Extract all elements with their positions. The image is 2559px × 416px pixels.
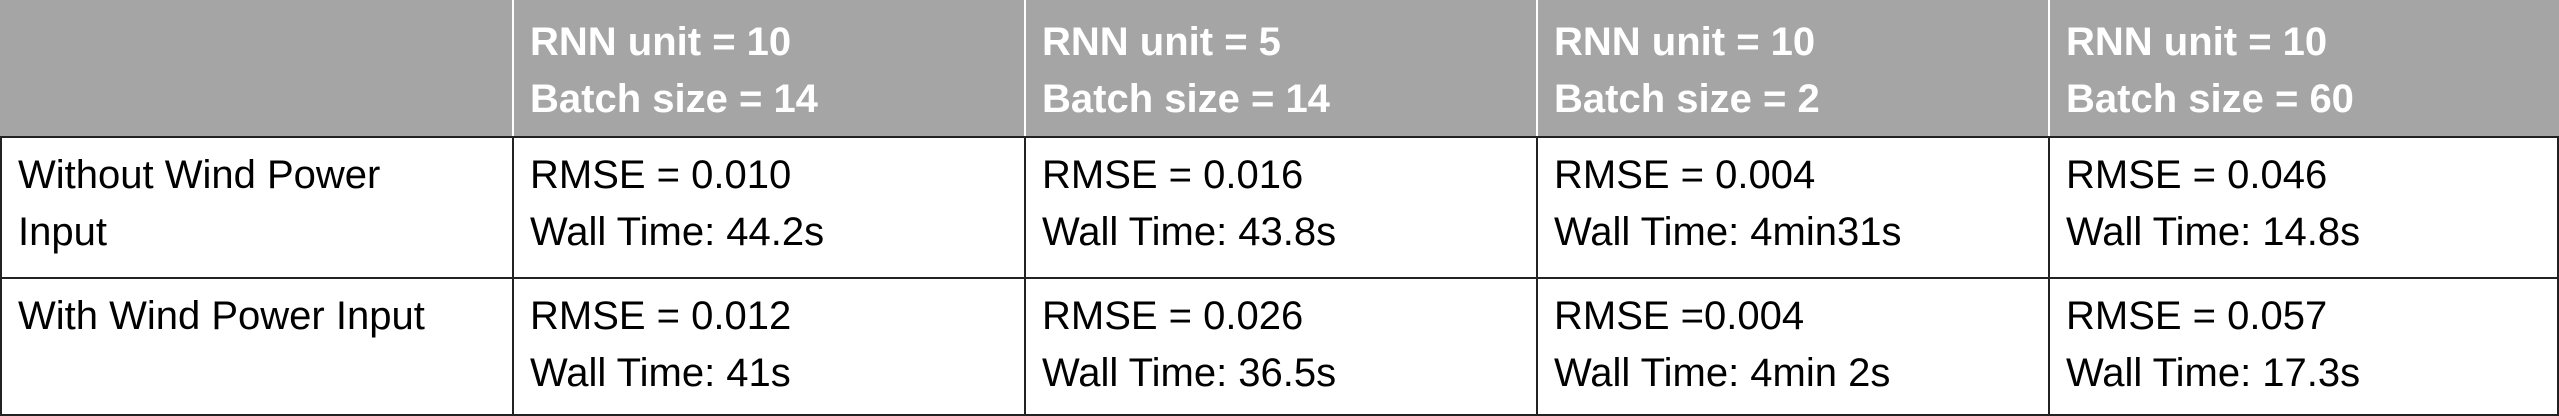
row-label-cell: With Wind Power Input bbox=[0, 277, 514, 416]
row-label-line: Input bbox=[18, 210, 107, 254]
column-header-rnn-unit: RNN unit = 5 bbox=[1042, 20, 1281, 64]
result-cell: RMSE = 0.026 Wall Time: 36.5s bbox=[1024, 277, 1538, 416]
wall-time-value: Wall Time: 36.5s bbox=[1042, 351, 1337, 395]
rmse-value: RMSE = 0.004 bbox=[1554, 153, 1816, 197]
rmse-value: RMSE = 0.046 bbox=[2066, 153, 2328, 197]
rmse-value: RMSE =0.004 bbox=[1554, 294, 1805, 338]
column-header-rnn-unit: RNN unit = 10 bbox=[530, 20, 792, 64]
wall-time-value: Wall Time: 4min 2s bbox=[1554, 351, 1891, 395]
result-cell: RMSE = 0.010 Wall Time: 44.2s bbox=[512, 136, 1026, 279]
row-label-line: Without Wind Power bbox=[18, 153, 381, 197]
result-cell: RMSE = 0.004 Wall Time: 4min31s bbox=[1536, 136, 2050, 279]
wall-time-value: Wall Time: 4min31s bbox=[1554, 210, 1902, 254]
wall-time-value: Wall Time: 44.2s bbox=[530, 210, 825, 254]
column-header-batch-size: Batch size = 2 bbox=[1554, 77, 1820, 121]
wall-time-value: Wall Time: 17.3s bbox=[2066, 351, 2361, 395]
column-header-rnn-unit: RNN unit = 10 bbox=[2066, 20, 2328, 64]
rmse-value: RMSE = 0.016 bbox=[1042, 153, 1304, 197]
table-row-with-wind-power: With Wind Power Input RMSE = 0.012 Wall … bbox=[0, 277, 2559, 416]
header-row: RNN unit = 10 Batch size = 14 RNN unit =… bbox=[0, 0, 2559, 138]
column-header-batch-size: Batch size = 14 bbox=[1042, 77, 1330, 121]
table-row-without-wind-power: Without Wind Power Input RMSE = 0.010 Wa… bbox=[0, 136, 2559, 279]
rmse-value: RMSE = 0.012 bbox=[530, 294, 792, 338]
column-header-4: RNN unit = 10 Batch size = 60 bbox=[2048, 0, 2559, 138]
rmse-value: RMSE = 0.010 bbox=[530, 153, 792, 197]
column-header-2: RNN unit = 5 Batch size = 14 bbox=[1024, 0, 1538, 138]
wall-time-value: Wall Time: 41s bbox=[530, 351, 791, 395]
column-header-batch-size: Batch size = 60 bbox=[2066, 77, 2354, 121]
wall-time-value: Wall Time: 43.8s bbox=[1042, 210, 1337, 254]
row-label-line: With Wind Power Input bbox=[18, 294, 425, 338]
result-cell: RMSE = 0.057 Wall Time: 17.3s bbox=[2048, 277, 2559, 416]
rmse-value: RMSE = 0.026 bbox=[1042, 294, 1304, 338]
result-cell: RMSE = 0.012 Wall Time: 41s bbox=[512, 277, 1026, 416]
column-header-rnn-unit: RNN unit = 10 bbox=[1554, 20, 1816, 64]
wall-time-value: Wall Time: 14.8s bbox=[2066, 210, 2361, 254]
row-label-cell: Without Wind Power Input bbox=[0, 136, 514, 279]
result-cell: RMSE =0.004 Wall Time: 4min 2s bbox=[1536, 277, 2050, 416]
header-corner-cell bbox=[0, 0, 514, 138]
column-header-3: RNN unit = 10 Batch size = 2 bbox=[1536, 0, 2050, 138]
rmse-value: RMSE = 0.057 bbox=[2066, 294, 2328, 338]
column-header-1: RNN unit = 10 Batch size = 14 bbox=[512, 0, 1026, 138]
result-cell: RMSE = 0.016 Wall Time: 43.8s bbox=[1024, 136, 1538, 279]
column-header-batch-size: Batch size = 14 bbox=[530, 77, 818, 121]
result-cell: RMSE = 0.046 Wall Time: 14.8s bbox=[2048, 136, 2559, 279]
